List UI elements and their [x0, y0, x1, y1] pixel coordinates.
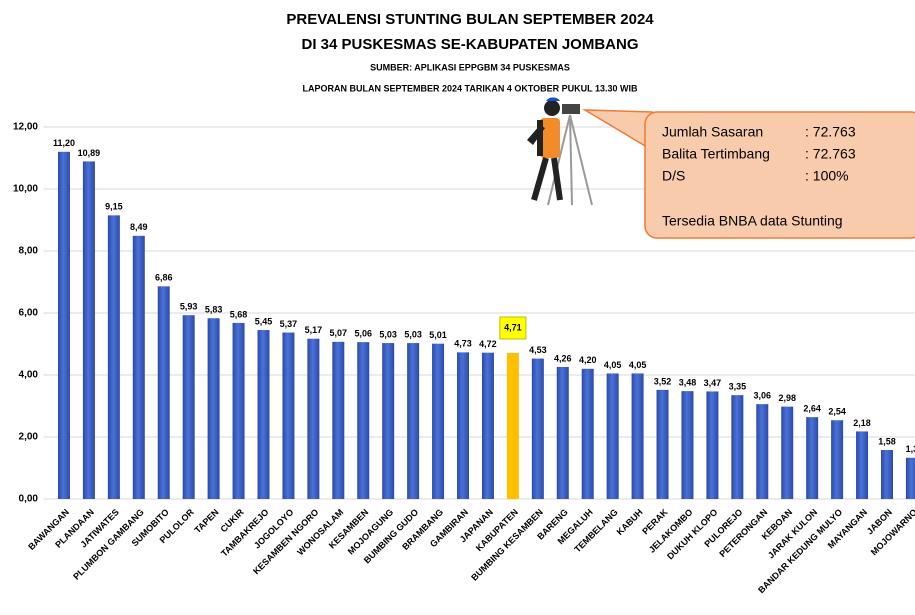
value-label: 4,53: [529, 345, 547, 355]
bar: [382, 343, 394, 499]
value-label: 5,45: [255, 316, 273, 326]
x-tick-label: TAPEN: [193, 507, 221, 535]
value-label: 3,47: [704, 378, 722, 388]
bar: [881, 450, 893, 499]
y-tick-label: 0,00: [19, 494, 39, 505]
bar: [482, 353, 494, 499]
bar: [781, 407, 793, 499]
value-label: 5,07: [330, 328, 348, 338]
value-label: 4,05: [604, 360, 622, 370]
bar: [831, 420, 843, 499]
bar: [83, 161, 95, 499]
bar: [557, 367, 569, 499]
value-label: 5,68: [230, 309, 248, 319]
value-label: 2,18: [853, 418, 871, 428]
value-label: 5,06: [354, 329, 372, 339]
bar: [756, 404, 768, 499]
value-label: 4,72: [479, 339, 497, 349]
bar: [532, 359, 544, 499]
value-label: 11,20: [53, 138, 75, 148]
bar: [233, 323, 245, 499]
value-label: 3,52: [654, 376, 672, 386]
bar: [706, 391, 718, 499]
y-tick-label: 12,00: [13, 122, 38, 133]
value-label: 3,06: [754, 391, 772, 401]
value-label: 4,71: [504, 322, 522, 332]
bar: [183, 315, 195, 499]
bar: [282, 333, 294, 499]
value-label: 4,05: [629, 360, 647, 370]
bar: [582, 369, 594, 499]
bar: [432, 344, 444, 499]
callout-note: Tersedia BNBA data Stunting: [662, 213, 843, 229]
value-label: 4,26: [554, 353, 572, 363]
bar: [158, 286, 170, 499]
value-label: 1,3: [906, 444, 915, 454]
value-label: 5,37: [280, 319, 298, 329]
bar: [357, 342, 369, 499]
bar: [332, 342, 344, 499]
chart-title: DI 34 PUSKESMAS SE-KABUPATEN JOMBANG: [302, 36, 639, 53]
callout-label: Jumlah Sasaran: [662, 124, 763, 140]
callout-value: : 100%: [805, 168, 849, 184]
y-tick-label: 2,00: [19, 432, 39, 443]
value-label: 6,86: [155, 273, 173, 283]
bar: [906, 458, 915, 499]
bar: [632, 373, 644, 499]
bar: [257, 330, 269, 499]
bar: [731, 395, 743, 499]
value-label: 4,20: [579, 355, 597, 365]
y-tick-label: 10,00: [13, 184, 38, 195]
bar: [133, 236, 145, 499]
callout-pointer: [585, 110, 652, 150]
value-label: 3,48: [679, 377, 697, 387]
value-label: 5,17: [305, 325, 323, 335]
value-label: 2,54: [828, 407, 846, 417]
callout-label: D/S: [662, 168, 685, 184]
bar: [607, 373, 619, 499]
value-label: 2,98: [778, 393, 796, 403]
callout-label: Balita Tertimbang: [662, 146, 770, 162]
value-label: 8,49: [130, 222, 148, 232]
bar: [856, 431, 868, 499]
y-tick-label: 6,00: [19, 308, 39, 319]
value-label: 5,01: [429, 330, 447, 340]
bar: [457, 352, 469, 499]
bar: [407, 343, 419, 499]
value-label: 10,89: [78, 148, 101, 158]
value-label: 1,58: [878, 436, 896, 446]
bar: [507, 353, 519, 499]
chart-subtitle: SUMBER: APLIKASI EPPGBM 34 PUSKESMAS: [370, 62, 570, 72]
bar: [657, 390, 669, 499]
x-tick-label: KABUH: [615, 507, 645, 537]
callout-value: : 72.763: [805, 124, 856, 140]
value-label: 3,35: [729, 382, 747, 392]
page: PREVALENSI STUNTING BULAN SEPTEMBER 2024…: [0, 0, 915, 615]
chart-subtitle: LAPORAN BULAN SEPTEMBER 2024 TARIKAN 4 O…: [302, 83, 638, 93]
bar: [806, 417, 818, 499]
bar: [681, 391, 693, 499]
value-label: 4,73: [454, 339, 472, 349]
callout-value: : 72.763: [805, 146, 856, 162]
value-label: 2,64: [803, 404, 821, 414]
bar: [58, 152, 70, 499]
bar: [307, 339, 319, 499]
value-label: 5,03: [379, 329, 397, 339]
value-label: 5,83: [205, 305, 223, 315]
value-label: 5,93: [180, 302, 198, 312]
chart: PREVALENSI STUNTING BULAN SEPTEMBER 2024…: [0, 0, 915, 615]
value-label: 9,15: [105, 202, 123, 212]
value-label: 5,03: [404, 329, 422, 339]
y-tick-label: 8,00: [19, 246, 39, 257]
bar: [208, 318, 220, 499]
chart-title: PREVALENSI STUNTING BULAN SEPTEMBER 2024: [286, 11, 654, 28]
y-tick-label: 4,00: [19, 370, 39, 381]
bar: [108, 215, 120, 499]
